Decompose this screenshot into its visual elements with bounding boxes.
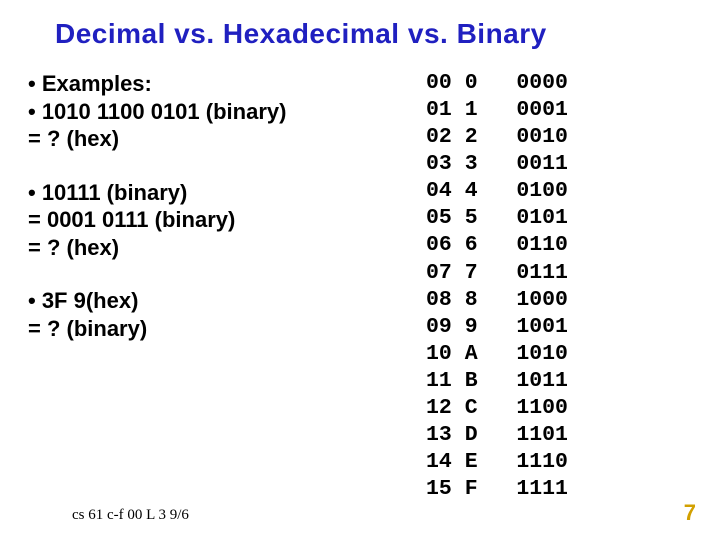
conversion-table: 00 0 0000 01 1 0001 02 2 0010 03 3 0011 …	[388, 70, 568, 503]
examples-block-1: • Examples: • 1010 1100 0101 (binary) = …	[28, 70, 388, 153]
page-title: Decimal vs. Hexadecimal vs. Binary	[0, 0, 720, 50]
examples-heading: • Examples:	[28, 70, 388, 98]
footer-left-text: cs 61 c-f 00 L 3 9/6	[72, 507, 189, 524]
example-line: • 1010 1100 0101 (binary)	[28, 98, 388, 126]
example-line: = ? (hex)	[28, 125, 388, 153]
example-line: = ? (binary)	[28, 315, 388, 343]
example-line: • 3F 9(hex)	[28, 287, 388, 315]
examples-block-3: • 3F 9(hex) = ? (binary)	[28, 287, 388, 342]
examples-block-2: • 10111 (binary) = 0001 0111 (binary) = …	[28, 179, 388, 262]
example-line: • 10111 (binary)	[28, 179, 388, 207]
example-line: = ? (hex)	[28, 234, 388, 262]
page-number: 7	[684, 500, 696, 526]
example-line: = 0001 0111 (binary)	[28, 206, 388, 234]
content-area: • Examples: • 1010 1100 0101 (binary) = …	[0, 50, 720, 503]
examples-column: • Examples: • 1010 1100 0101 (binary) = …	[28, 70, 388, 503]
